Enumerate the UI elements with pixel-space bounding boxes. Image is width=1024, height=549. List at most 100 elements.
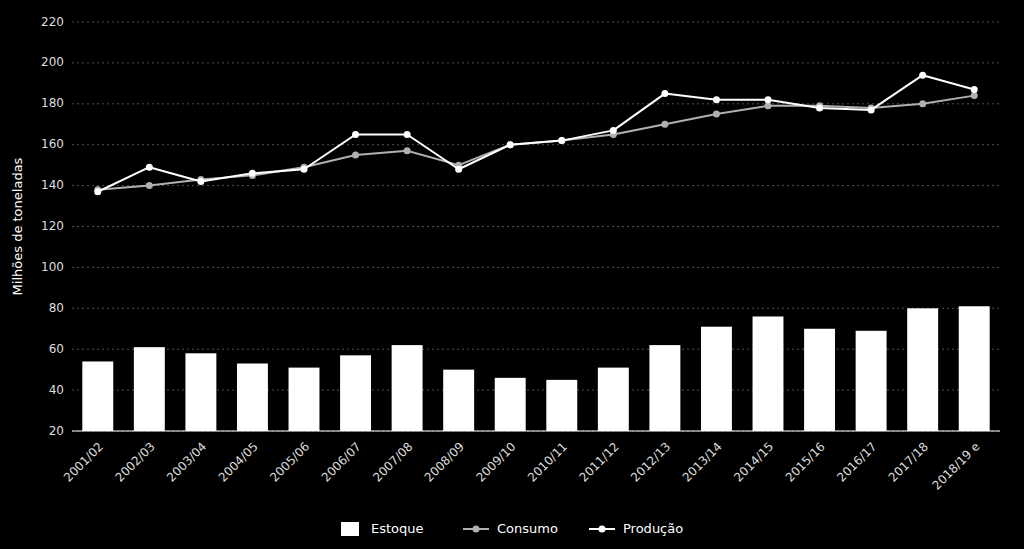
bar <box>649 345 680 431</box>
legend-marker <box>599 526 606 533</box>
bar <box>289 368 320 431</box>
bar <box>340 355 371 431</box>
y-tick-label: 80 <box>49 301 64 315</box>
marker <box>765 102 772 109</box>
marker <box>146 164 153 171</box>
series-bar <box>82 306 989 431</box>
bar <box>82 361 113 431</box>
x-tick-label: 2002/03 <box>113 439 158 484</box>
legend-item: Produção <box>589 521 683 536</box>
bar <box>392 345 423 431</box>
marker <box>352 131 359 138</box>
page: {"chart_data": {"type": "bar", "categori… <box>0 0 1024 549</box>
marker <box>765 96 772 103</box>
marker <box>661 90 668 97</box>
y-tick-label: 60 <box>49 342 64 356</box>
bar <box>598 368 629 431</box>
legend-item: Consumo <box>463 521 558 536</box>
bar <box>546 380 577 431</box>
marker <box>868 106 875 113</box>
marker <box>919 100 926 107</box>
bar <box>185 353 216 431</box>
y-tick-label: 20 <box>49 424 64 438</box>
grid-line <box>72 22 1000 23</box>
x-tick-label: 2014/15 <box>731 439 776 484</box>
marker <box>661 121 668 128</box>
x-tick-label: 2003/04 <box>164 439 209 484</box>
bar <box>134 347 165 431</box>
bar <box>959 306 990 431</box>
chart: 20406080100120140160180200220Milhões de … <box>0 0 1024 549</box>
y-axis: 20406080100120140160180200220 <box>41 15 64 438</box>
y-tick-label: 180 <box>41 96 64 110</box>
marker <box>94 188 101 195</box>
marker <box>301 166 308 173</box>
marker <box>919 72 926 79</box>
x-tick-label: 2005/06 <box>267 439 312 484</box>
marker <box>507 141 514 148</box>
marker <box>455 166 462 173</box>
marker <box>816 104 823 111</box>
grid-line <box>72 267 1000 268</box>
grid-line <box>72 62 1000 63</box>
legend-label: Produção <box>623 521 683 536</box>
marker <box>507 141 514 148</box>
y-tick-label: 100 <box>41 260 64 274</box>
bar <box>804 329 835 431</box>
y-tick-label: 120 <box>41 219 64 233</box>
x-tick-label: 2013/14 <box>680 439 725 484</box>
x-tick-label: 2010/11 <box>525 439 570 484</box>
marker <box>146 182 153 189</box>
grid-line <box>72 185 1000 186</box>
x-tick-label: 2007/08 <box>370 439 415 484</box>
y-tick-label: 160 <box>41 137 64 151</box>
x-tick-label: 2016/17 <box>834 439 879 484</box>
x-tick-label: 2017/18 <box>886 439 931 484</box>
bar <box>753 316 784 431</box>
x-tick-label: 2015/16 <box>783 439 828 484</box>
line <box>98 75 974 192</box>
marker <box>558 137 565 144</box>
grid <box>72 22 1000 431</box>
grid-line <box>72 308 1000 309</box>
bar <box>856 331 887 431</box>
x-tick-label: 2012/13 <box>628 439 673 484</box>
marker <box>610 127 617 134</box>
legend: Estoque Consumo Produção <box>341 521 683 537</box>
x-axis: 2001/022002/032003/042004/052005/062006/… <box>61 439 983 492</box>
marker <box>249 170 256 177</box>
grid-line <box>72 226 1000 227</box>
plot-area <box>82 72 989 431</box>
x-tick-label: 2011/12 <box>577 439 622 484</box>
y-tick-label: 140 <box>41 178 64 192</box>
x-tick-label: 2004/05 <box>216 439 261 484</box>
marker <box>971 86 978 93</box>
marker <box>713 111 720 118</box>
x-tick-label: 2018/19 e <box>929 439 982 492</box>
marker <box>404 147 411 154</box>
legend-label: Consumo <box>497 521 558 536</box>
marker <box>713 96 720 103</box>
x-axis-line <box>72 431 1000 432</box>
y-tick-label: 200 <box>41 55 64 69</box>
grid-line <box>72 144 1000 145</box>
marker <box>197 178 204 185</box>
bar <box>495 378 526 431</box>
y-axis-label: Milhões de toneladas <box>10 157 25 295</box>
legend-item: Estoque <box>341 521 424 537</box>
legend-marker <box>473 526 480 533</box>
marker <box>404 131 411 138</box>
bar <box>443 370 474 431</box>
series-line <box>94 72 977 196</box>
legend-swatch <box>341 522 359 536</box>
y-tick-label: 40 <box>49 383 64 397</box>
marker <box>971 92 978 99</box>
x-tick-label: 2006/07 <box>319 439 364 484</box>
x-tick-label: 2001/02 <box>61 439 106 484</box>
bar <box>237 364 268 431</box>
grid-line <box>72 431 1000 432</box>
bar <box>907 308 938 431</box>
grid-line <box>72 103 1000 104</box>
marker <box>352 151 359 158</box>
x-tick-label: 2008/09 <box>422 439 467 484</box>
